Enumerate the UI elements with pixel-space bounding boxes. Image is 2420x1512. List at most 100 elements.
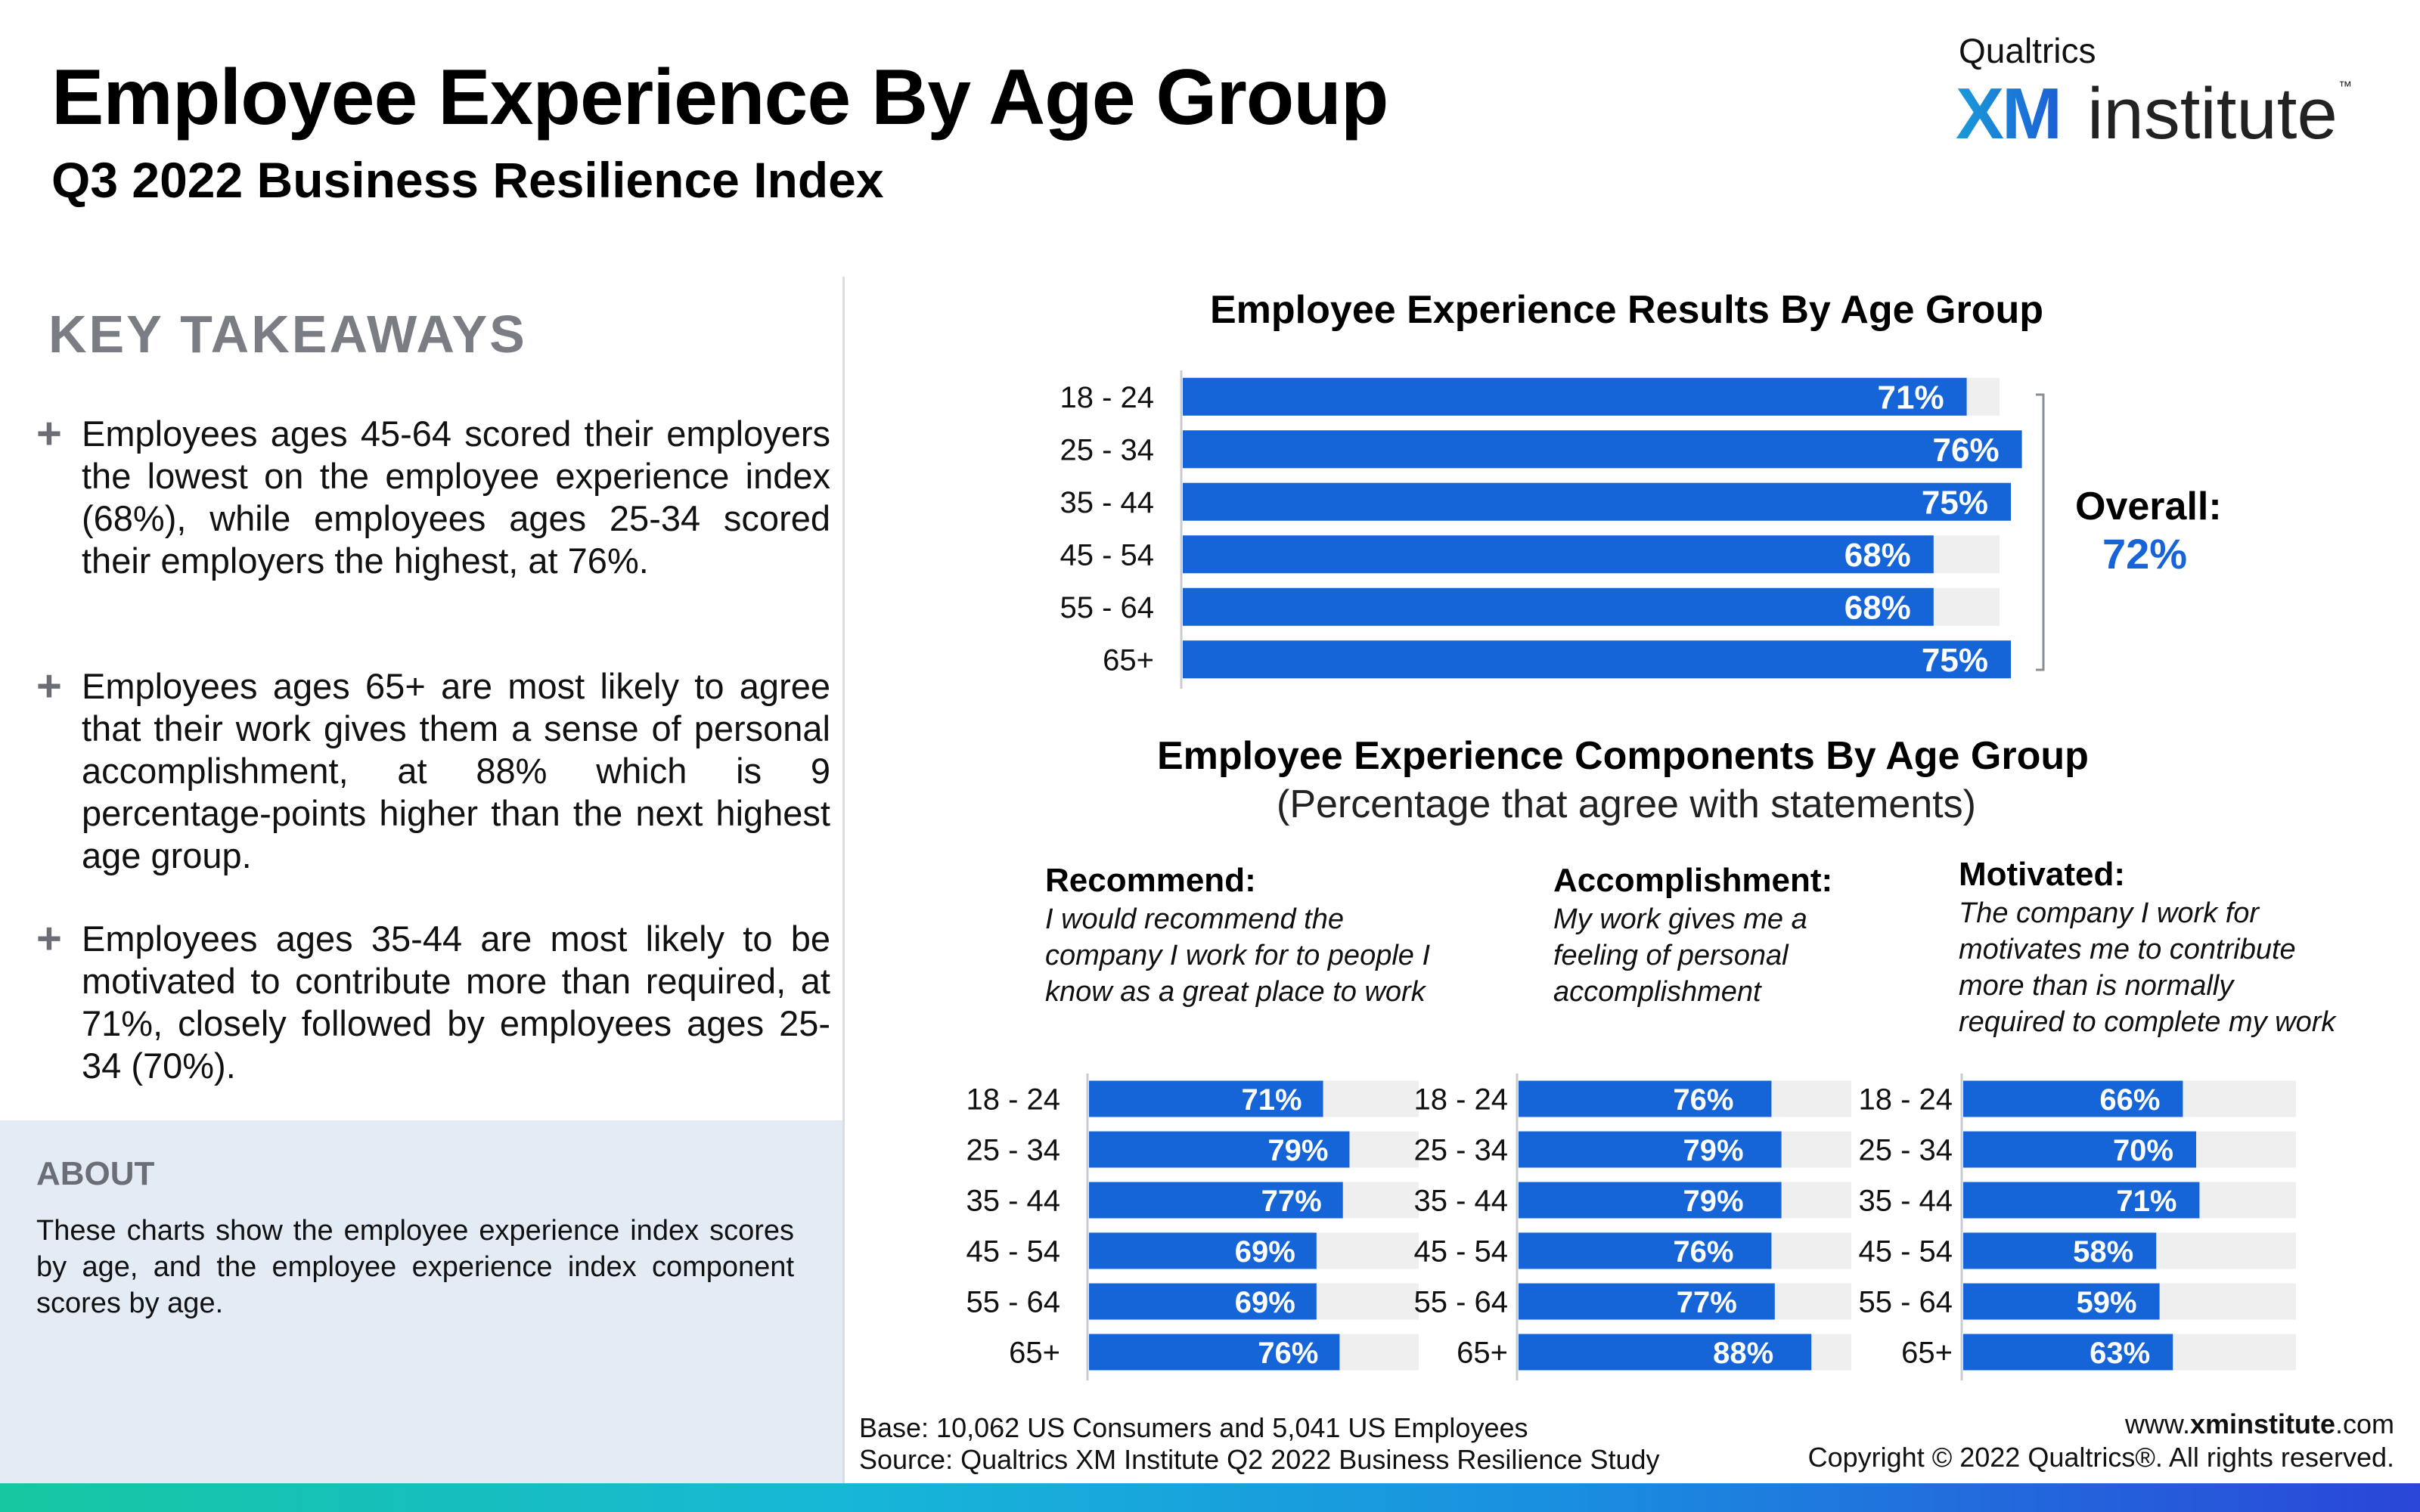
data-label: 76% [1933,432,2000,469]
data-label: 58% [2073,1235,2133,1269]
data-label: 79% [1267,1134,1328,1167]
category-tick-label: 18 - 24 [1413,1083,1508,1117]
logo-institute-text: institute [2087,73,2338,154]
about-panel: ABOUT These charts show the employee exp… [0,1120,842,1483]
bar-25-34 [1089,1131,1350,1168]
motivated-description: The company I work for motivates me to c… [1959,897,2336,1038]
data-label: 66% [2099,1083,2160,1117]
data-label: 71% [1241,1083,1302,1117]
components-subtitle: (Percentage that agree with statements) [1277,782,1976,826]
bar-18-24 [1089,1080,1323,1117]
bar-45-54 [1963,1232,2157,1269]
bar-45-54 [1183,535,1934,574]
accomplishment-description: My work gives me a feeling of personal a… [1553,903,1807,1008]
plus-icon: + [36,409,62,458]
data-label: 69% [1235,1235,1295,1269]
overall-label: Overall: [2075,485,2222,528]
logo-xm-text: XM [1956,73,2062,154]
data-label: 63% [2090,1337,2150,1370]
bar-55-64 [1183,587,1934,626]
takeaway-text: Employees ages 45-64 scored their employ… [82,414,830,581]
bar-55-64 [1519,1283,1775,1320]
category-tick-label: 35 - 44 [966,1185,1060,1218]
bar-55-64 [1089,1283,1317,1320]
data-label: 59% [2077,1286,2137,1319]
category-tick-label: 65+ [1009,1337,1060,1370]
about-heading: ABOUT [36,1155,155,1192]
bar-18-24 [1519,1080,1772,1117]
bar-65plus [1183,640,2011,679]
data-label: 75% [1922,485,1988,522]
category-tick-label: 45 - 54 [966,1235,1060,1269]
components-title: Employee Experience Components By Age Gr… [1157,734,2089,778]
category-tick-label: 45 - 54 [1413,1235,1508,1269]
takeaway-text: Employees ages 65+ are most likely to ag… [82,666,830,875]
bar-25-34 [1519,1131,1782,1168]
bar-45-54 [1519,1232,1772,1269]
bar-25-34 [1183,430,2022,469]
category-tick-label: 18 - 24 [1060,381,1154,414]
category-tick-label: 45 - 54 [1060,538,1154,572]
category-tick-label: 25 - 34 [1413,1134,1508,1167]
data-label: 77% [1677,1286,1737,1319]
category-tick-label: 55 - 64 [1413,1286,1508,1319]
data-label: 79% [1683,1185,1744,1218]
bar-35-44 [1089,1182,1343,1219]
data-label: 71% [2116,1185,2176,1218]
bar-35-44 [1519,1182,1782,1219]
recommend-description: I would recommend the company I work for… [1045,903,1431,1008]
data-label: 68% [1844,537,1911,574]
data-label: 71% [1878,380,1944,417]
motivated-bar-chart: 18 - 24 66% 25 - 34 70% 35 - 44 71% 45 - 54 58%… [1858,1074,2296,1380]
data-label: 68% [1844,590,1911,627]
recommend-bar-chart: 18 - 24 71% 25 - 34 79% 35 - 44 77% 45 - 54 69%… [966,1074,1419,1380]
accomplishment-bar-chart: 18 - 24 76% 25 - 34 79% 35 - 44 79% 45 - 54 76%… [1413,1074,1851,1380]
logo-trademark: ™ [2338,79,2352,94]
website-link[interactable]: www.xminstitute.com [2124,1408,2394,1439]
category-tick-label: 35 - 44 [1858,1185,1953,1218]
data-label: 76% [1673,1235,1733,1269]
category-tick-label: 55 - 64 [1858,1286,1953,1319]
category-tick-label: 25 - 34 [966,1134,1060,1167]
plus-icon: + [36,662,62,711]
category-tick-label: 65+ [1103,643,1154,677]
recommend-heading: Recommend: [1045,862,1256,899]
takeaway-text: Employees ages 35-44 are most likely to … [82,919,830,1086]
bar-65plus [1963,1334,2173,1371]
category-tick-label: 25 - 34 [1060,433,1154,466]
data-label: 88% [1713,1337,1773,1370]
category-tick-label: 55 - 64 [1060,591,1154,624]
data-label: 69% [1235,1286,1295,1319]
data-label: 79% [1683,1134,1744,1167]
logo-qualtrics-text: Qualtrics [1959,31,2096,70]
plus-icon: + [36,914,62,963]
bar-65plus [1519,1334,1812,1371]
page-subtitle: Q3 2022 Business Resilience Index [51,152,884,208]
data-label: 77% [1261,1185,1322,1218]
bar-65plus [1089,1334,1340,1371]
category-tick-label: 65+ [1901,1337,1953,1370]
motivated-heading: Motivated: [1959,856,2125,893]
data-label: 76% [1258,1337,1318,1370]
category-tick-label: 65+ [1457,1337,1508,1370]
base-note: Base: 10,062 US Consumers and 5,041 US E… [859,1412,1528,1443]
key-takeaways-heading: KEY TAKEAWAYS [48,305,527,364]
category-tick-label: 55 - 64 [966,1286,1060,1319]
category-tick-label: 35 - 44 [1060,486,1154,519]
category-tick-label: 45 - 54 [1858,1235,1953,1269]
page-title: Employee Experience By Age Group [51,54,1388,141]
category-tick-label: 25 - 34 [1858,1134,1953,1167]
bar-18-24 [1963,1080,2183,1117]
panel-divider [842,277,845,1483]
footer-source-block: Base: 10,062 US Consumers and 5,041 US E… [859,1412,1660,1476]
copyright-text: Copyright © 2022 Qualtrics®. All rights … [1807,1442,2394,1473]
bar-35-44 [1183,482,2011,521]
data-label: 76% [1673,1083,1733,1117]
about-text: These charts show the employee experienc… [36,1215,794,1319]
xm-institute-logo: Qualtrics XM institute ™ [1944,30,2367,154]
accomplishment-heading: Accomplishment: [1553,862,1833,899]
data-label: 70% [2113,1134,2173,1167]
data-label: 75% [1922,642,1988,679]
bar-55-64 [1963,1283,2160,1320]
overall-bracket [2036,393,2045,671]
